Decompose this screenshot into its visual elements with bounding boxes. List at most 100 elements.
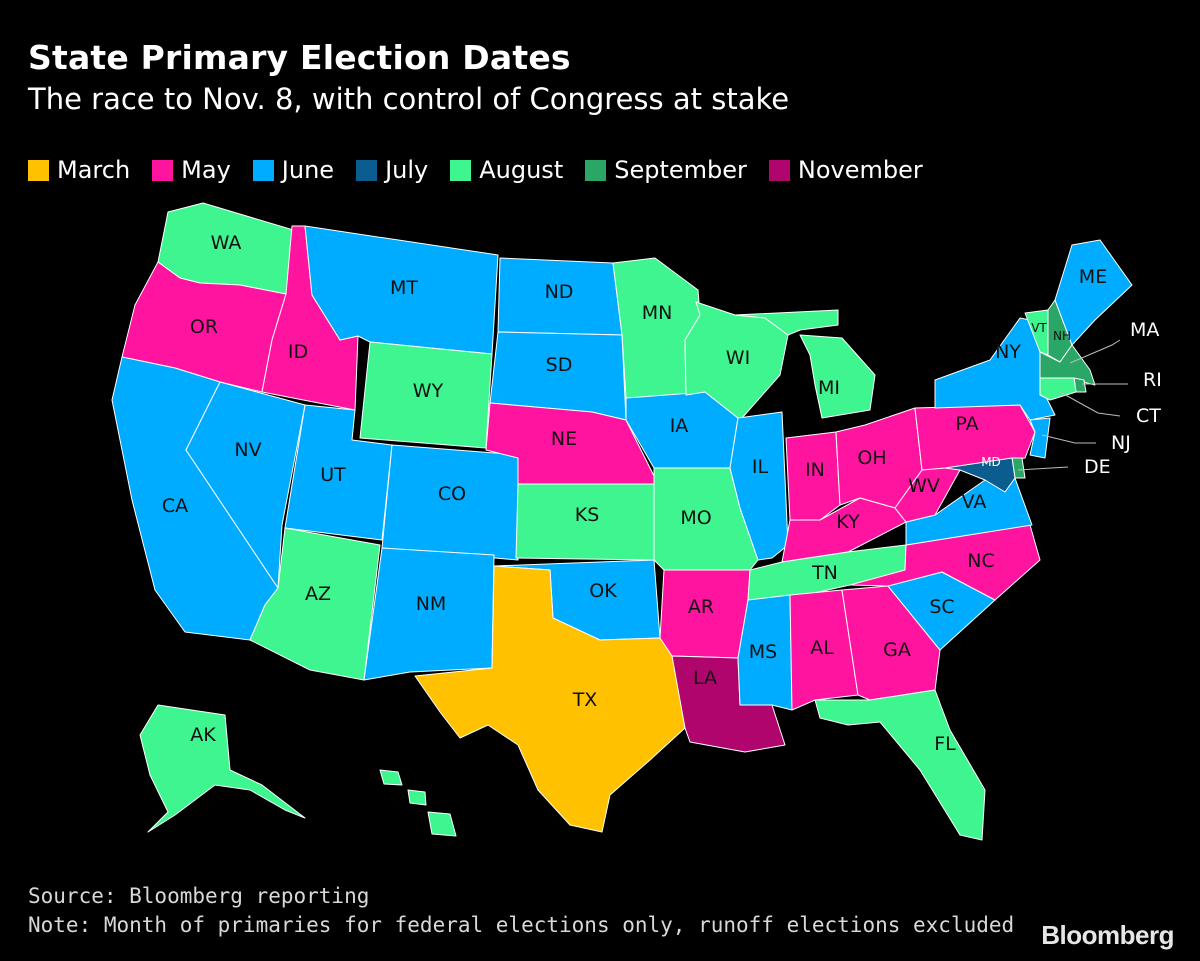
state-label-sc: SC <box>929 596 954 618</box>
footer: Source: Bloomberg reporting Note: Month … <box>28 882 1014 940</box>
bloomberg-logo: Bloomberg <box>1041 920 1174 950</box>
state-hi <box>427 811 457 837</box>
legend: March May June July August September Nov… <box>28 156 923 184</box>
legend-label: July <box>385 156 429 184</box>
methodology-note: Note: Month of primaries for federal ele… <box>28 913 1015 937</box>
state-label-fl: FL <box>934 733 956 755</box>
chart-subtitle: The race to Nov. 8, with control of Cong… <box>28 82 790 116</box>
state-label-sd: SD <box>546 354 573 376</box>
state-label-ga: GA <box>883 639 911 661</box>
legend-item-may: May <box>152 156 231 184</box>
legend-swatch <box>450 159 472 181</box>
state-ny <box>934 317 1056 421</box>
state-label-or: OR <box>190 316 218 338</box>
state-label-ct: CT <box>1136 405 1161 427</box>
state-label-de: DE <box>1084 456 1111 478</box>
legend-swatch <box>152 159 174 181</box>
state-label-ms: MS <box>749 641 777 663</box>
callout-line-ma <box>1069 339 1121 364</box>
state-label-wi: WI <box>726 347 750 369</box>
state-label-wy: WY <box>413 380 444 402</box>
state-label-md: MD <box>981 455 1001 469</box>
state-label-ny: NY <box>995 341 1021 363</box>
state-label-nm: NM <box>416 593 447 615</box>
state-label-nd: ND <box>545 281 574 303</box>
legend-swatch <box>252 159 274 181</box>
state-il <box>729 411 789 561</box>
state-label-nv: NV <box>234 439 261 461</box>
state-label-wa: WA <box>211 232 242 254</box>
legend-item-july: July <box>356 156 428 184</box>
state-label-il: IL <box>752 456 769 478</box>
state-label-ok: OK <box>589 580 617 602</box>
state-label-pa: PA <box>955 413 978 435</box>
state-label-ar: AR <box>688 596 714 618</box>
legend-label: September <box>614 156 747 184</box>
state-label-co: CO <box>438 483 466 505</box>
state-mt <box>304 225 499 355</box>
state-label-mi: MI <box>818 377 840 399</box>
source-note: Source: Bloomberg reporting <box>28 884 370 908</box>
state-label-la: LA <box>693 667 717 689</box>
state-label-id: ID <box>288 341 308 363</box>
callout-line-ct <box>1059 391 1121 417</box>
state-label-ca: CA <box>162 495 188 517</box>
legend-label: June <box>281 156 335 184</box>
legend-swatch <box>28 159 49 181</box>
state-label-al: AL <box>810 637 834 659</box>
state-label-mo: MO <box>680 507 711 529</box>
state-label-in: IN <box>805 459 825 481</box>
legend-swatch <box>356 159 378 181</box>
callout-line-de <box>1017 466 1069 471</box>
state-label-mn: MN <box>642 302 673 324</box>
legend-label: August <box>479 156 564 184</box>
legend-item-september: September <box>585 156 747 184</box>
state-label-ne: NE <box>551 428 577 450</box>
state-label-nh: NH <box>1053 329 1071 343</box>
state-label-va: VA <box>962 491 987 513</box>
legend-label: May <box>181 156 231 184</box>
state-label-vt: VT <box>1031 321 1047 335</box>
state-nm <box>363 547 495 681</box>
legend-item-august: August <box>450 156 563 184</box>
legend-label: March <box>57 156 131 184</box>
callout-line-nj <box>1041 434 1096 444</box>
state-label-oh: OH <box>857 447 886 469</box>
state-label-ma: MA <box>1130 319 1159 341</box>
state-label-nc: NC <box>967 550 994 572</box>
state-label-tx: TX <box>572 689 598 711</box>
state-label-ut: UT <box>320 464 346 486</box>
state-mi <box>734 309 839 336</box>
state-label-me: ME <box>1079 266 1107 288</box>
legend-swatch <box>585 159 607 181</box>
state-label-ks: KS <box>575 504 600 526</box>
state-nj <box>1029 417 1051 459</box>
legend-label: November <box>797 156 923 184</box>
state-nv <box>185 381 306 589</box>
state-md <box>944 457 1016 493</box>
legend-item-november: November <box>768 156 923 184</box>
state-label-ky: KY <box>836 511 860 533</box>
state-in <box>785 431 841 521</box>
state-al <box>789 589 859 711</box>
state-label-mt: MT <box>390 277 418 299</box>
legend-item-june: June <box>252 156 335 184</box>
legend-swatch <box>768 159 790 181</box>
state-az <box>249 527 381 681</box>
state-tx <box>414 565 686 833</box>
state-label-nj: NJ <box>1111 432 1131 454</box>
state-fl <box>814 689 986 841</box>
state-label-ri: RI <box>1143 369 1162 391</box>
state-label-wv: WV <box>908 475 940 497</box>
state-hi <box>407 789 427 806</box>
state-label-tn: TN <box>811 562 838 584</box>
state-nc <box>849 524 1041 601</box>
legend-item-march: March <box>28 156 130 184</box>
state-mi <box>799 334 876 419</box>
chart-title: State Primary Election Dates <box>28 38 571 77</box>
state-co <box>381 444 521 561</box>
state-hi <box>379 769 403 786</box>
state-label-az: AZ <box>305 583 331 605</box>
state-ct <box>1039 377 1077 401</box>
